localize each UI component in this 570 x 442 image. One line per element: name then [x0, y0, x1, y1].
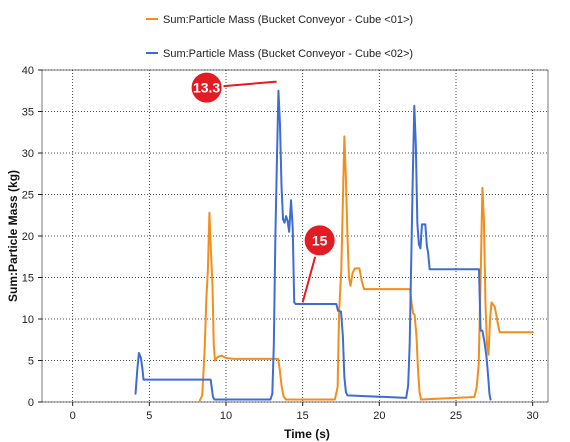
x-tick-label: 25 — [450, 410, 462, 422]
y-tick-label: 5 — [28, 356, 34, 368]
annotation-badge — [189, 70, 224, 105]
annotation-label: 15 — [312, 232, 328, 248]
x-tick-label: 5 — [146, 410, 152, 422]
x-tick-label: 0 — [70, 410, 76, 422]
y-axis-label: Sum:Particle Mass (kg) — [6, 170, 20, 302]
annotation-label: 13.3 — [193, 80, 220, 96]
annotation-badge — [302, 223, 337, 258]
y-tick-label: 15 — [22, 273, 34, 285]
annotation[interactable]: 15 — [301, 223, 337, 303]
x-tick-label: 20 — [373, 410, 385, 422]
annotation[interactable]: 13.3 — [189, 70, 277, 105]
y-tick-label: 30 — [22, 148, 34, 160]
series-layer — [134, 89, 534, 402]
y-tick-label: 20 — [22, 231, 34, 243]
legend: Sum:Particle Mass (Bucket Conveyor - Cub… — [146, 14, 413, 60]
series-line[interactable] — [198, 135, 534, 402]
legend-label: Sum:Particle Mass (Bucket Conveyor - Cub… — [163, 48, 413, 60]
x-tick-label: 30 — [527, 410, 539, 422]
y-tick-label: 35 — [22, 107, 34, 119]
annotation-leader — [301, 255, 317, 303]
axes: 0 5 10 15 20 25 30 0 5 10 15 20 25 30 35 40 Time (s) Sum:… — [6, 65, 539, 441]
y-tick-label: 40 — [22, 65, 34, 77]
x-tick-label: 15 — [297, 410, 309, 422]
y-tick-label: 0 — [28, 397, 34, 409]
legend-item[interactable]: Sum:Particle Mass (Bucket Conveyor - Cub… — [146, 14, 413, 26]
legend-item[interactable]: Sum:Particle Mass (Bucket Conveyor - Cub… — [146, 48, 413, 60]
x-tick-label: 10 — [220, 410, 232, 422]
y-tick-label: 10 — [22, 314, 34, 326]
y-tick-label: 25 — [22, 190, 34, 202]
annotation-leader — [222, 80, 277, 88]
series-line[interactable] — [134, 89, 492, 401]
x-axis-label: Time (s) — [284, 427, 330, 441]
annotations: 13.3 15 — [189, 70, 337, 303]
legend-label: Sum:Particle Mass (Bucket Conveyor - Cub… — [163, 14, 413, 26]
